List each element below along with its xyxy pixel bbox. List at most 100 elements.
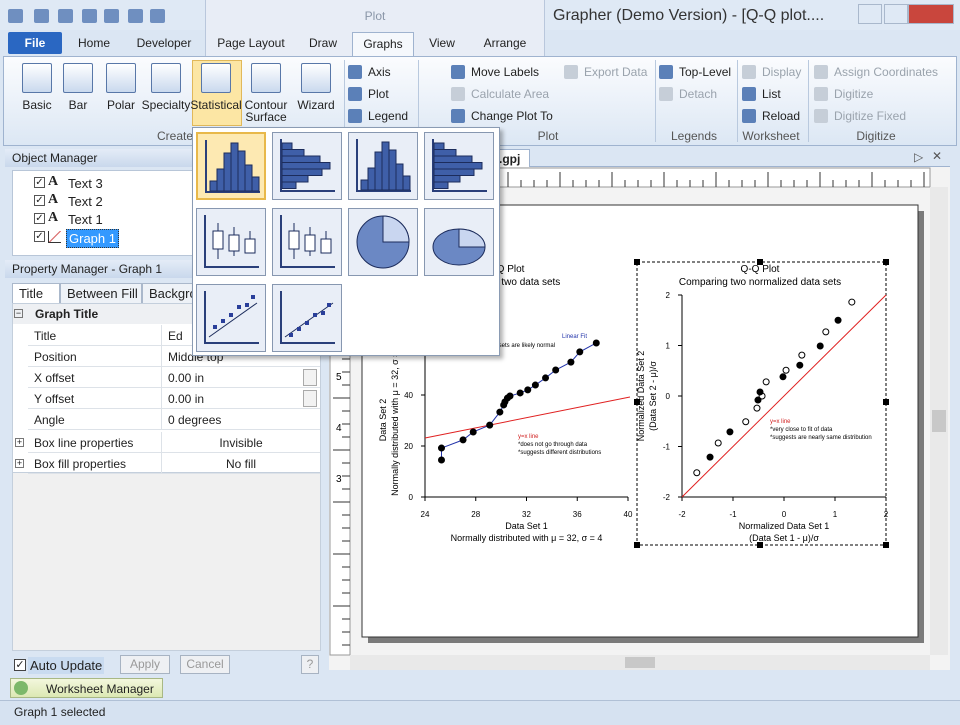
gallery-item[interactable]	[272, 284, 342, 352]
expand-box[interactable]: +	[15, 458, 24, 468]
checkbox[interactable]: ✓	[34, 195, 45, 206]
gallery-item[interactable]	[348, 132, 418, 200]
data-point	[726, 428, 734, 436]
selection-handle	[757, 259, 763, 265]
quick-access-icon[interactable]	[104, 9, 119, 23]
window-button-close[interactable]	[908, 4, 954, 24]
ribbon-button[interactable]: List	[762, 87, 781, 101]
ribbon-button[interactable]: Statistical	[190, 98, 242, 112]
ribbon-button[interactable]: Polar	[106, 98, 135, 112]
ribbon-button[interactable]: Wizard	[297, 98, 335, 112]
property-value[interactable]: 0 degrees	[168, 413, 222, 427]
quick-access-icon[interactable]	[150, 9, 165, 23]
data-point	[754, 396, 762, 404]
ribbon-button[interactable]: Axis	[368, 65, 391, 79]
ribbon-button[interactable]: Specialty	[141, 98, 191, 112]
auto-update-label[interactable]: Auto Update	[28, 657, 105, 674]
gallery-item[interactable]	[196, 132, 266, 200]
data-point	[542, 374, 550, 382]
spin-button[interactable]	[303, 390, 317, 407]
plot-title: Q-Q Plot	[486, 264, 525, 275]
spin-button[interactable]	[303, 369, 317, 386]
ribbon-button[interactable]: Detach	[679, 87, 718, 101]
quick-access-icon[interactable]	[58, 9, 73, 23]
property-row	[28, 346, 320, 367]
worksheet-manager-tab[interactable]: Worksheet Manager	[10, 678, 163, 698]
ribbon-tab[interactable]: File	[8, 32, 62, 54]
gallery-item[interactable]	[424, 132, 494, 200]
property-value[interactable]: 0.00 in	[168, 392, 205, 406]
ribbon-tab[interactable]: Page Layout	[217, 36, 285, 50]
gallery-item[interactable]	[196, 208, 266, 276]
ribbon-tab[interactable]: Developer	[136, 36, 192, 50]
quick-access-icon[interactable]	[34, 9, 49, 23]
ribbon-button[interactable]: Contour Surface	[244, 98, 288, 124]
ribbon-button[interactable]: Change Plot To	[471, 109, 553, 123]
data-point	[469, 428, 477, 436]
ribbon-button[interactable]: Bar	[68, 98, 88, 112]
button[interactable]: Cancel	[180, 655, 230, 674]
y-tick-label: -1	[663, 443, 671, 452]
ribbon-button[interactable]: Top-Level	[679, 65, 732, 79]
property-tab[interactable]: Between Fill	[60, 283, 142, 303]
ribbon-button[interactable]: Plot	[368, 87, 389, 101]
checkbox[interactable]: ✓	[14, 659, 26, 671]
checkbox[interactable]: ✓	[34, 177, 45, 188]
tree-item[interactable]: Text 1	[68, 212, 103, 227]
checkbox[interactable]: ✓	[34, 213, 45, 224]
ruler-label: 5	[336, 372, 342, 383]
quick-access-icon[interactable]	[8, 9, 23, 23]
tab-close-button[interactable]: ✕	[932, 149, 943, 163]
ribbon-icon	[564, 65, 578, 79]
gallery-item[interactable]	[348, 208, 418, 276]
ribbon-button[interactable]: Assign Coordinates	[834, 65, 939, 79]
data-point	[576, 348, 584, 356]
data-point	[834, 316, 842, 324]
quick-access-icon[interactable]	[82, 9, 97, 23]
x-tick-label: 28	[471, 510, 480, 519]
checkbox[interactable]: ✓	[34, 231, 45, 242]
property-row	[28, 432, 320, 453]
expand-box[interactable]: +	[15, 437, 24, 447]
ribbon-button[interactable]: Legend	[368, 109, 409, 123]
ribbon-button[interactable]: Basic	[22, 98, 52, 112]
window-button-max[interactable]	[884, 4, 908, 24]
property-row	[28, 367, 320, 388]
property-tab[interactable]: Title	[12, 283, 60, 303]
ribbon-tab[interactable]: View	[429, 36, 455, 50]
property-name: Angle	[34, 413, 65, 427]
collapse-box[interactable]: −	[14, 308, 23, 318]
ribbon-tab[interactable]: Draw	[308, 36, 337, 50]
ribbon-button[interactable]: Calculate Area	[471, 87, 550, 101]
ribbon-tab[interactable]: Graphs	[352, 32, 414, 57]
button[interactable]: Apply	[120, 655, 170, 674]
tree-item[interactable]: Text 2	[68, 194, 103, 209]
property-value[interactable]: No fill	[225, 457, 256, 471]
gallery-dropdown	[192, 127, 500, 356]
ribbon-button[interactable]: Digitize	[834, 87, 874, 101]
ribbon-tab[interactable]: Arrange	[483, 36, 527, 50]
ribbon-tab[interactable]: Home	[77, 36, 110, 50]
ribbon-button[interactable]: Reload	[762, 109, 801, 123]
property-value[interactable]: Ed	[168, 329, 183, 343]
property-value[interactable]: 0.00 in	[168, 371, 205, 385]
context-tab-label: Plot	[364, 9, 386, 23]
gallery-item[interactable]	[272, 132, 342, 200]
ribbon-button[interactable]: Digitize Fixed	[834, 109, 907, 123]
quick-access-icon[interactable]	[128, 9, 143, 23]
gallery-item[interactable]	[272, 208, 342, 276]
ribbon-button[interactable]: Display	[762, 65, 802, 79]
tree-item[interactable]: Text 3	[68, 176, 103, 191]
gallery-icon	[432, 228, 486, 266]
property-row	[28, 453, 320, 474]
tab-menu-button[interactable]: ▷	[914, 150, 924, 164]
button[interactable]: ?	[301, 655, 319, 674]
gallery-item[interactable]	[196, 284, 266, 352]
ribbon-button[interactable]: Move Labels	[471, 65, 540, 79]
property-value[interactable]: Invisible	[219, 436, 263, 450]
gallery-item[interactable]	[424, 208, 494, 276]
gallery-icon	[204, 291, 259, 344]
ribbon-button[interactable]: Export Data	[584, 65, 648, 79]
window-button-min[interactable]	[858, 4, 882, 24]
tree-item[interactable]: Graph 1	[66, 229, 119, 248]
